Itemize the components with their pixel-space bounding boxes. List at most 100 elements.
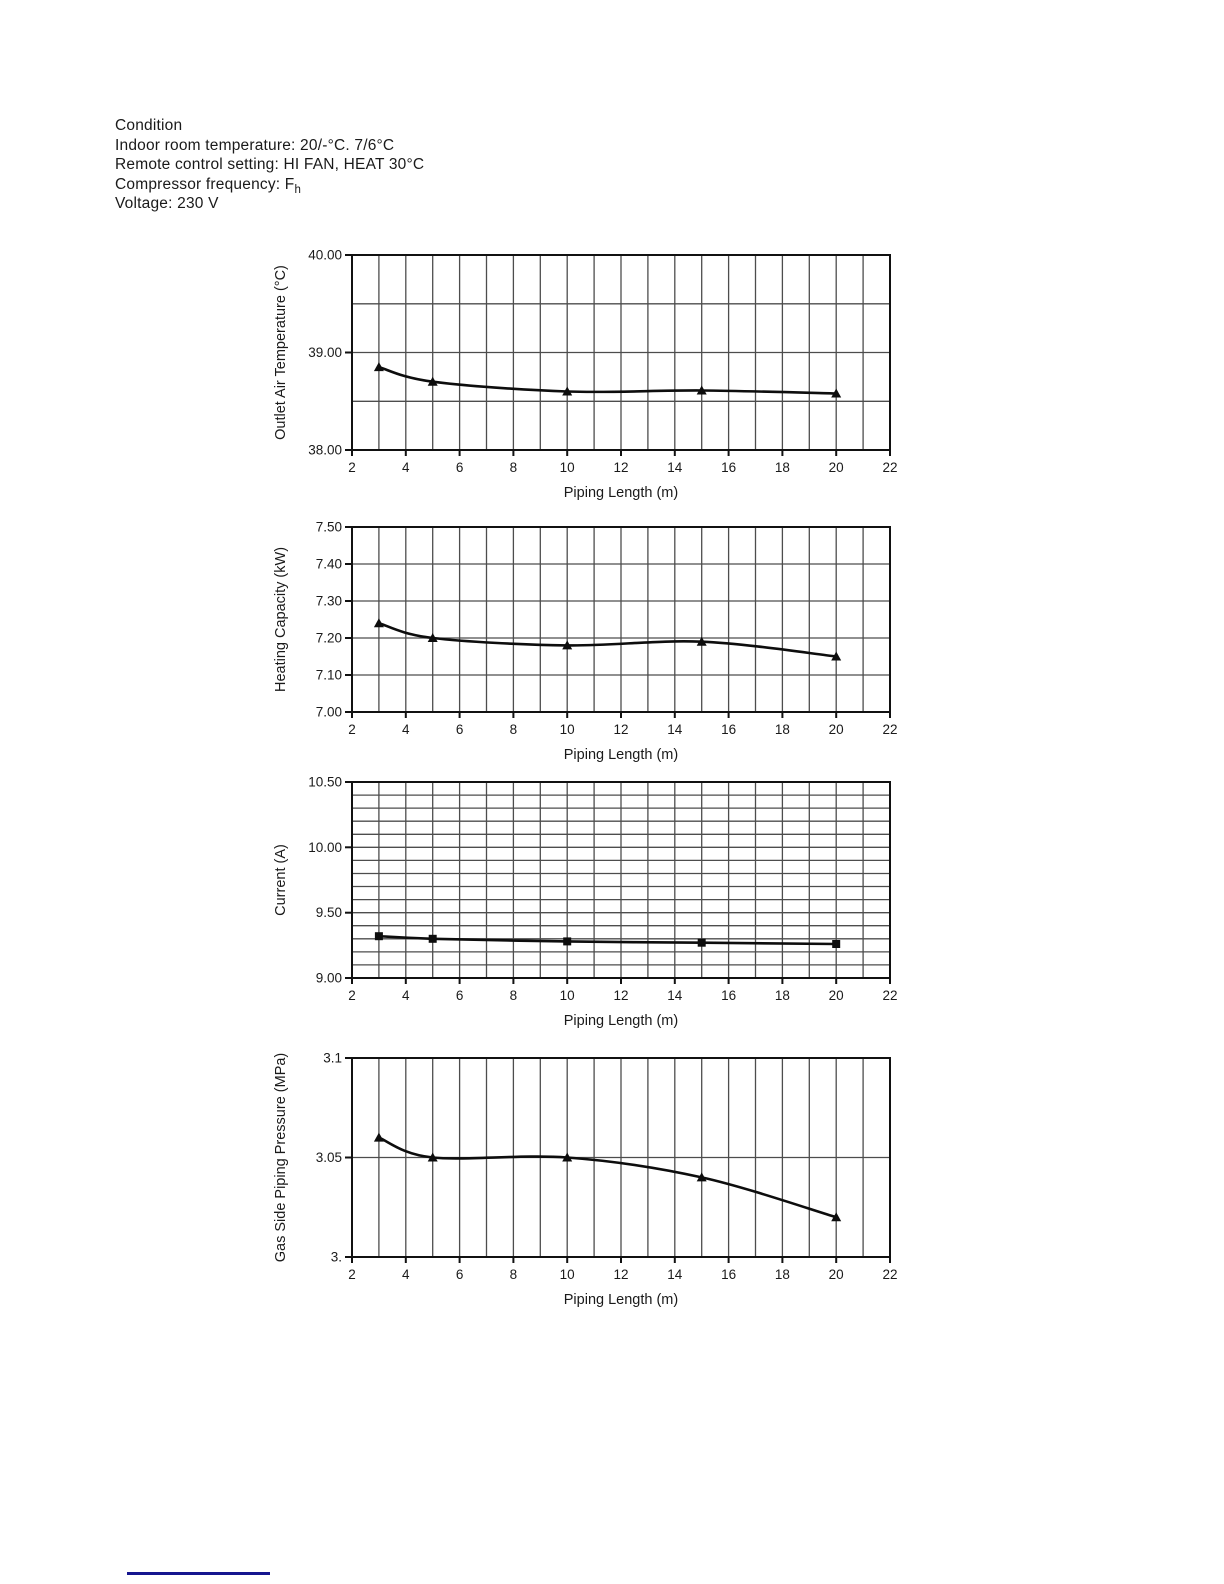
x-tick-label: 4	[402, 460, 410, 475]
data-point-marker	[562, 640, 573, 650]
x-tick-label: 20	[829, 1267, 844, 1282]
x-tick-label: 14	[667, 1267, 683, 1282]
y-tick-label: 10.50	[308, 775, 342, 790]
x-tick-label: 4	[402, 722, 410, 737]
y-tick-label: 40.00	[308, 248, 342, 263]
x-tick-label: 2	[348, 1267, 356, 1282]
x-axis-title: Piping Length (m)	[564, 747, 678, 763]
y-tick-label: 39.00	[308, 345, 342, 360]
frequency-subscript: h	[294, 183, 302, 196]
data-point-marker	[832, 940, 841, 948]
footer-divider-line	[127, 1572, 270, 1575]
x-tick-label: 10	[560, 1267, 575, 1282]
condition-line-voltage: Voltage: 230 V	[115, 195, 219, 212]
y-axis-title: Current (A)	[273, 844, 289, 916]
x-tick-label: 22	[882, 722, 897, 737]
gas-side-piping-pressure-chart: 2 4 6 8 10 12 14 16 18 20 22 3.1 3.05 3. Gas Side Pip…	[273, 1051, 898, 1309]
x-axis-title: Piping Length (m)	[564, 1013, 678, 1029]
data-point-marker	[427, 633, 438, 642]
x-tick-label: 18	[775, 1267, 790, 1282]
y-tick-label: 9.50	[316, 905, 342, 920]
x-tick-label: 6	[456, 460, 464, 475]
data-point-marker	[373, 362, 384, 372]
x-tick-label: 18	[775, 988, 790, 1003]
current-chart: 2 4 6 8 10 12 14 16 18 20 22 10.50 10.00 9.50 9.00 Cur…	[273, 775, 898, 1030]
y-tick-label: 3.05	[316, 1150, 342, 1165]
y-tick-label: 7.40	[316, 557, 342, 572]
chart-curve	[378, 621, 837, 658]
y-tick-label: 3.1	[323, 1051, 342, 1066]
x-tick-label: 6	[456, 988, 464, 1003]
data-point-marker	[831, 388, 842, 398]
x-tick-label: 16	[721, 722, 736, 737]
chart-curve	[378, 1136, 837, 1219]
x-tick-label: 10	[560, 460, 575, 475]
x-tick-label: 14	[667, 988, 683, 1003]
y-tick-label: 10.00	[308, 840, 342, 855]
x-tick-label: 20	[829, 722, 844, 737]
x-tick-label: 8	[510, 1267, 518, 1282]
x-tick-label: 10	[560, 722, 575, 737]
y-axis-title: Heating Capacity (kW)	[273, 547, 289, 692]
data-point-marker	[373, 1132, 384, 1142]
chart-curve	[378, 934, 837, 946]
x-tick-label: 2	[348, 460, 356, 475]
x-tick-label: 20	[829, 460, 844, 475]
y-tick-label: 7.50	[316, 520, 342, 535]
data-point-marker	[696, 1172, 707, 1182]
x-tick-label: 4	[402, 1267, 410, 1282]
data-point-marker	[374, 932, 383, 941]
data-point-marker	[696, 385, 707, 395]
data-point-marker	[562, 386, 573, 396]
x-tick-label: 22	[882, 460, 897, 475]
chart-curve	[378, 365, 837, 395]
y-tick-label: 7.20	[316, 631, 342, 646]
y-axis-title: Outlet Air Temperature (°C)	[273, 265, 289, 440]
y-tick-label: 7.10	[316, 668, 342, 683]
condition-line-remote-control: Remote control setting: HI FAN, HEAT 30°…	[115, 156, 425, 173]
x-tick-label: 6	[456, 1267, 464, 1282]
data-point-marker	[427, 1152, 438, 1162]
outlet-air-temperature-chart: 2 4 6 8 10 12 14 16 18 20 22 40.00 39.00 38.00 Outlet…	[273, 248, 898, 502]
x-tick-label: 8	[510, 722, 518, 737]
heating-capacity-chart: 2 4 6 8 10 12 14 16 18 20 22 7.50 7.40 7.30 7.20 7.10 7.…	[273, 520, 898, 764]
x-tick-label: 8	[510, 988, 518, 1003]
y-tick-label: 3.	[331, 1250, 342, 1265]
data-point-marker	[831, 651, 842, 661]
x-tick-label: 22	[882, 1267, 897, 1282]
y-tick-label: 7.30	[316, 594, 342, 609]
x-tick-label: 14	[667, 722, 683, 737]
x-tick-label: 2	[348, 722, 356, 737]
x-tick-label: 16	[721, 1267, 736, 1282]
x-tick-label: 18	[775, 722, 790, 737]
data-point-marker	[562, 1152, 573, 1162]
x-tick-label: 16	[721, 460, 736, 475]
x-tick-label: 4	[402, 988, 410, 1003]
x-tick-label: 2	[348, 988, 356, 1003]
x-axis-title: Piping Length (m)	[564, 1292, 678, 1308]
y-tick-label: 7.00	[316, 705, 342, 720]
x-tick-label: 18	[775, 460, 790, 475]
x-axis-title: Piping Length (m)	[564, 485, 678, 501]
condition-line-indoor-temperature: Indoor room temperature: 20/-°C. 7/6°C	[115, 136, 395, 154]
data-point-marker	[696, 636, 707, 646]
data-point-marker	[427, 376, 438, 386]
y-axis-title: Gas Side Piping Pressure (MPa)	[273, 1053, 289, 1263]
data-point-marker	[428, 934, 437, 943]
x-tick-label: 8	[510, 460, 518, 475]
x-tick-label: 14	[667, 460, 683, 475]
data-point-marker	[831, 1212, 842, 1222]
data-point-marker	[697, 938, 706, 947]
data-point-marker	[373, 618, 384, 628]
y-tick-label: 38.00	[308, 443, 342, 458]
data-point-marker	[563, 937, 572, 946]
x-tick-label: 16	[721, 988, 736, 1003]
condition-line-compressor-frequency: Compressor frequency: Fh	[115, 175, 302, 196]
x-tick-label: 12	[613, 988, 628, 1003]
x-tick-label: 12	[613, 722, 628, 737]
y-tick-label: 9.00	[316, 971, 342, 986]
x-tick-label: 22	[882, 988, 897, 1003]
x-tick-label: 6	[456, 722, 464, 737]
x-tick-label: 12	[613, 1267, 628, 1282]
